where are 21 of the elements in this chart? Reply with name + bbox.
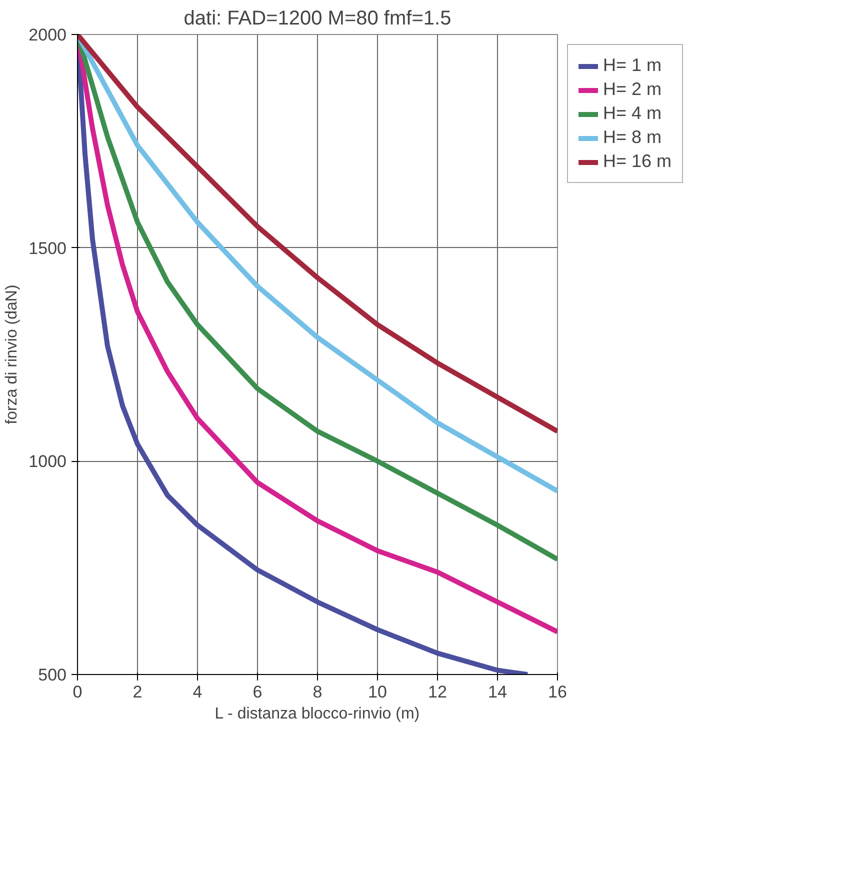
- y-tick-label: 1500: [28, 238, 67, 258]
- x-tick-label: 16: [548, 682, 567, 702]
- legend-label: H= 4 m: [603, 103, 662, 124]
- x-tick-label: 12: [428, 682, 447, 702]
- chart-title: dati: FAD=1200 M=80 fmf=1.5: [184, 8, 452, 30]
- y-tick-label: 2000: [28, 26, 67, 44]
- legend-label: H= 2 m: [603, 79, 662, 100]
- x-axis-title: L - distanza blocco-rinvio (m): [214, 706, 420, 722]
- x-tick-label: 10: [368, 682, 387, 702]
- y-tick-label: 500: [38, 666, 67, 684]
- x-tick-label: 8: [312, 682, 322, 702]
- x-tick-label: 2: [132, 682, 142, 702]
- legend-label: H= 1 m: [603, 55, 662, 76]
- y-axis-title: forza di rinvio (daN): [4, 284, 21, 424]
- x-tick-label: 6: [252, 682, 262, 702]
- legend-label: H= 8 m: [603, 127, 662, 148]
- x-tick-label: 14: [488, 682, 507, 702]
- x-tick-label: 0: [72, 682, 82, 702]
- y-tick-label: 1000: [28, 452, 67, 472]
- legend-label: H= 16 m: [603, 151, 672, 172]
- x-tick-label: 4: [192, 682, 202, 702]
